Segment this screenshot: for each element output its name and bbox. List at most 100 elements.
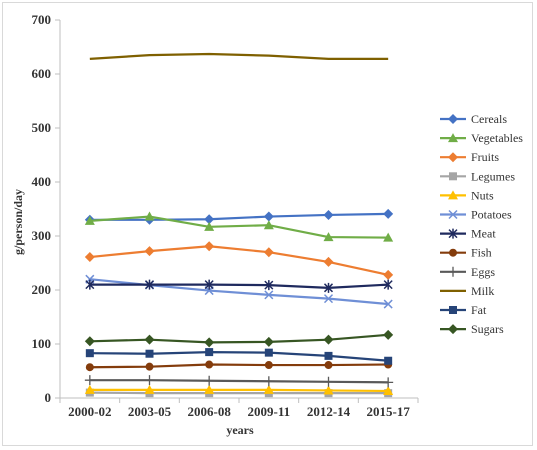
data-point-eggs [204,375,215,386]
data-point-cereals [204,214,215,225]
series-milk [89,52,389,60]
legend-label-milk: Milk [471,284,494,298]
data-point-fruits [144,246,155,257]
legend-item-cereals: Cereals [440,112,507,126]
legend-item-milk: Milk [440,284,494,298]
series-line-fish [89,363,389,369]
legend-marker-cereals [448,114,458,124]
series-line-legumes [89,391,389,395]
series-potatoes [85,274,393,309]
data-point-vegetables [383,232,394,242]
series-line-fat [89,351,389,362]
data-point-fat [85,349,94,358]
legend-item-meat: Meat [440,227,496,241]
y-tick-label: 500 [32,120,52,135]
legend-marker-nuts [448,190,458,200]
data-point-nuts [144,384,155,394]
legend-item-sugars: Sugars [440,322,504,336]
series-line-potatoes [89,278,389,306]
data-point-fruits [84,252,95,263]
data-point-meat [264,280,274,291]
legend-marker-fish [449,248,457,257]
data-point-vegetables [323,232,334,242]
legend-item-fat: Fat [440,303,487,317]
series-vegetables [84,211,394,242]
data-point-sugars [144,334,155,345]
data-point-nuts [263,384,274,394]
data-point-nuts [383,385,394,395]
data-point-vegetables [144,211,155,221]
y-tick-label: 300 [32,228,52,243]
legend-item-nuts: Nuts [440,188,494,202]
data-point-fruits [323,256,334,267]
series-line-nuts [89,388,389,393]
data-point-fish [264,361,273,370]
legend-label-nuts: Nuts [471,188,494,202]
series-line-fruits [89,245,389,276]
legend-label-fish: Fish [471,246,492,260]
x-tick-label: 2009-11 [248,404,291,419]
series-line-eggs [89,379,389,384]
series-nuts [84,384,394,395]
series-fat [85,348,393,365]
y-tick-label: 700 [32,12,52,27]
legend-label-cereals: Cereals [471,112,507,126]
x-tick-label: 2012-14 [307,404,351,419]
legend-label-fruits: Fruits [471,150,499,164]
series-meat [85,279,393,293]
data-point-fat [205,348,214,357]
legend-item-vegetables: Vegetables [440,131,523,145]
legend-label-meat: Meat [471,227,496,241]
data-point-nuts [323,385,334,395]
series-sugars [84,329,394,348]
data-point-sugars [323,334,334,345]
legend-label-eggs: Eggs [471,265,495,279]
y-tick-label: 100 [32,336,52,351]
y-tick-label: 600 [32,66,52,81]
legend-marker-vegetables [448,133,458,143]
data-point-eggs [383,377,394,388]
series-line-cereals [89,212,389,221]
data-point-potatoes [264,290,274,300]
y-tick-label: 400 [32,174,52,189]
data-point-vegetables [84,215,95,225]
series-line-sugars [89,333,389,344]
legend-marker-fruits [448,152,458,163]
data-point-eggs [263,376,274,387]
data-point-fruits [263,247,274,258]
data-point-fat [324,351,333,360]
data-point-meat [85,279,95,290]
legend-label-legumes: Legumes [471,169,515,183]
data-point-fat [145,349,154,358]
data-point-cereals [263,211,274,222]
legend-item-potatoes: Potatoes [440,208,512,222]
legend-marker-legumes [449,172,457,181]
legend-item-legumes: Legumes [440,169,515,183]
data-point-meat [204,279,214,290]
x-axis-title: years [226,423,254,437]
data-point-fruits [383,269,394,280]
data-point-fish [205,360,214,369]
data-point-meat [144,279,155,290]
data-point-sugars [263,336,274,347]
data-point-eggs [323,376,334,387]
series-fish [85,360,393,372]
legend-label-sugars: Sugars [471,322,504,336]
legend-label-fat: Fat [471,303,487,317]
x-tick-label: 2003-05 [128,404,172,419]
data-point-nuts [204,384,215,394]
series-line-milk [89,52,389,60]
series-line-meat [89,283,389,289]
data-point-vegetables [204,221,215,231]
data-point-meat [323,282,334,293]
legend-item-fruits: Fruits [440,150,499,164]
series-eggs [84,375,394,388]
legend-marker-potatoes [448,209,458,220]
data-point-fruits [204,241,215,252]
data-point-cereals [383,208,394,219]
legend-marker-meat [448,228,458,239]
legend-item-eggs: Eggs [440,265,495,279]
data-point-eggs [144,375,155,386]
x-tick-label: 2000-02 [68,404,111,419]
legend: Cereals Vegetables Fruits Legumes Nuts Potato… [440,112,523,336]
